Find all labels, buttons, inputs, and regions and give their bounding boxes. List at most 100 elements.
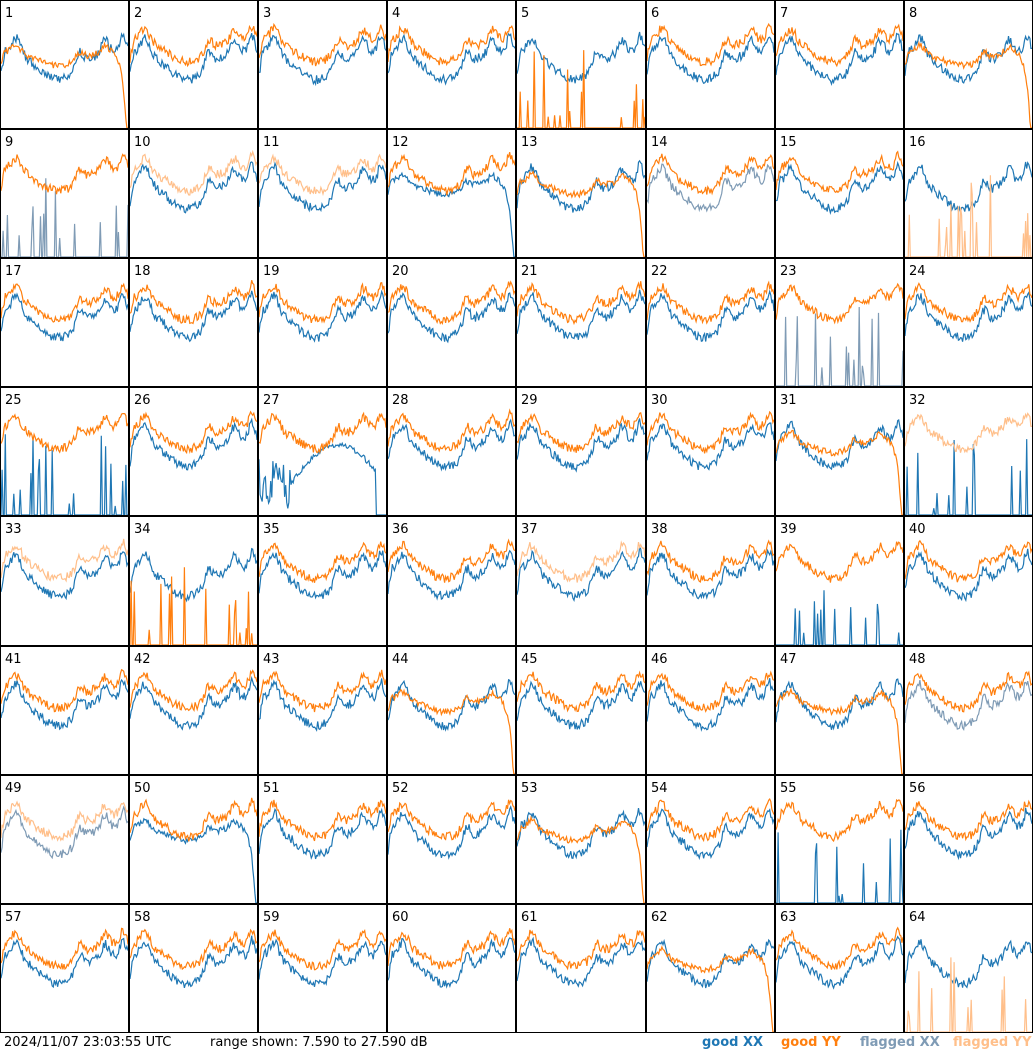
series-xx-panel-44 bbox=[387, 678, 516, 732]
series-xx-panel-52 bbox=[387, 805, 516, 860]
panel-60: 60 bbox=[387, 904, 516, 1033]
series-xx-panel-40 bbox=[904, 548, 1033, 603]
series-yy-panel-37 bbox=[516, 540, 646, 583]
series-xx-panel-10 bbox=[129, 161, 258, 214]
panel-frame bbox=[258, 387, 387, 516]
series-yy-panel-17 bbox=[0, 282, 129, 323]
panel-38: 38 bbox=[646, 516, 775, 646]
panel-label: 26 bbox=[134, 393, 151, 408]
panel-frame bbox=[0, 387, 129, 516]
series-yy-panel-26 bbox=[129, 410, 258, 455]
panel-frame bbox=[258, 0, 387, 129]
series-xx-panel-13 bbox=[516, 159, 646, 213]
panel-frame bbox=[0, 646, 129, 775]
series-yy-panel-8 bbox=[904, 40, 1032, 129]
footer: 2024/11/07 23:03:55 UTC range shown: 7.5… bbox=[0, 1033, 1033, 1053]
panel-61: 61 bbox=[516, 904, 646, 1033]
panel-frame bbox=[775, 0, 904, 129]
panel-label: 41 bbox=[5, 652, 22, 667]
panel-label: 39 bbox=[780, 522, 797, 537]
panel-label: 60 bbox=[392, 910, 409, 925]
series-yy-panel-30 bbox=[646, 410, 775, 454]
panel-label: 54 bbox=[651, 781, 668, 796]
panel-label: 28 bbox=[392, 393, 409, 408]
series-yy-panel-35 bbox=[258, 541, 387, 584]
panel-frame bbox=[775, 646, 904, 775]
panel-frame bbox=[516, 258, 646, 387]
series-yy-panel-63 bbox=[775, 926, 904, 971]
panel-frame bbox=[646, 258, 775, 387]
panel-17: 17 bbox=[0, 258, 129, 387]
series-xx-panel-5 bbox=[516, 31, 646, 84]
series-yy-panel-57 bbox=[0, 927, 129, 971]
panel-36: 36 bbox=[387, 516, 516, 646]
panel-29: 29 bbox=[516, 387, 646, 516]
panel-label: 53 bbox=[521, 781, 538, 796]
series-xx-panel-7 bbox=[775, 32, 904, 87]
panel-frame bbox=[516, 904, 646, 1033]
series-xx-panel-33 bbox=[0, 551, 129, 601]
panel-frame bbox=[775, 258, 904, 387]
panel-label: 6 bbox=[651, 6, 659, 21]
series-yy-panel-36 bbox=[387, 538, 516, 583]
series-yy-panel-41 bbox=[0, 668, 129, 713]
panel-52: 52 bbox=[387, 775, 516, 904]
series-xx-panel-24 bbox=[904, 290, 1033, 342]
panel-12: 12 bbox=[387, 129, 516, 258]
panel-label: 46 bbox=[651, 652, 668, 667]
panel-46: 46 bbox=[646, 646, 775, 775]
panel-21: 21 bbox=[516, 258, 646, 387]
panel-label: 22 bbox=[651, 264, 668, 279]
panel-frame bbox=[387, 646, 516, 775]
series-yy-panel-28 bbox=[387, 408, 516, 453]
series-xx-panel-35 bbox=[258, 550, 387, 600]
series-yy-panel-29 bbox=[516, 411, 646, 453]
series-xx-panel-27 bbox=[258, 441, 386, 516]
series-yy-panel-42 bbox=[129, 669, 258, 712]
panel-frame bbox=[516, 516, 646, 646]
series-yy-panel-2 bbox=[129, 24, 258, 68]
series-yy-panel-12 bbox=[387, 152, 516, 196]
series-xx-panel-2 bbox=[129, 33, 258, 84]
panel-frame bbox=[258, 258, 387, 387]
panel-frame bbox=[775, 904, 904, 1033]
panel-34: 34 bbox=[129, 516, 258, 646]
series-yy-panel-55 bbox=[775, 798, 904, 843]
panel-frame bbox=[775, 387, 904, 516]
panel-label: 10 bbox=[134, 135, 151, 150]
panel-frame bbox=[387, 904, 516, 1033]
panel-6: 6 bbox=[646, 0, 775, 129]
panel-frame bbox=[516, 387, 646, 516]
series-xx-panel-61 bbox=[516, 936, 646, 988]
panel-25: 25 bbox=[0, 387, 129, 516]
series-yy-panel-27 bbox=[258, 411, 387, 455]
panel-label: 36 bbox=[392, 522, 409, 537]
series-xx-panel-21 bbox=[516, 289, 646, 340]
panel-35: 35 bbox=[258, 516, 387, 646]
series-yy-panel-11 bbox=[258, 153, 387, 197]
series-yy-panel-31 bbox=[775, 429, 903, 516]
panel-43: 43 bbox=[258, 646, 387, 775]
panel-frame bbox=[0, 775, 129, 904]
legend-good-xx: good XX bbox=[702, 1035, 764, 1050]
panel-frame bbox=[516, 0, 646, 129]
panel-7: 7 bbox=[775, 0, 904, 129]
panel-label: 35 bbox=[263, 522, 280, 537]
panel-label: 57 bbox=[5, 910, 22, 925]
series-yy-panel-43 bbox=[258, 669, 387, 713]
series-yy-panel-44 bbox=[387, 688, 515, 775]
panel-27: 27 bbox=[258, 387, 387, 516]
panel-label: 40 bbox=[909, 522, 926, 537]
panel-frame bbox=[129, 775, 258, 904]
panel-label: 50 bbox=[134, 781, 151, 796]
panel-label: 52 bbox=[392, 781, 409, 796]
series-xx-panel-37 bbox=[516, 545, 646, 602]
panel-frame bbox=[646, 387, 775, 516]
series-yy-panel-50 bbox=[129, 797, 258, 842]
panel-50: 50 bbox=[129, 775, 258, 904]
panel-label: 17 bbox=[5, 264, 22, 279]
panel-label: 38 bbox=[651, 522, 668, 537]
panel-1: 1 bbox=[0, 0, 129, 129]
series-xx-panel-41 bbox=[0, 678, 129, 731]
